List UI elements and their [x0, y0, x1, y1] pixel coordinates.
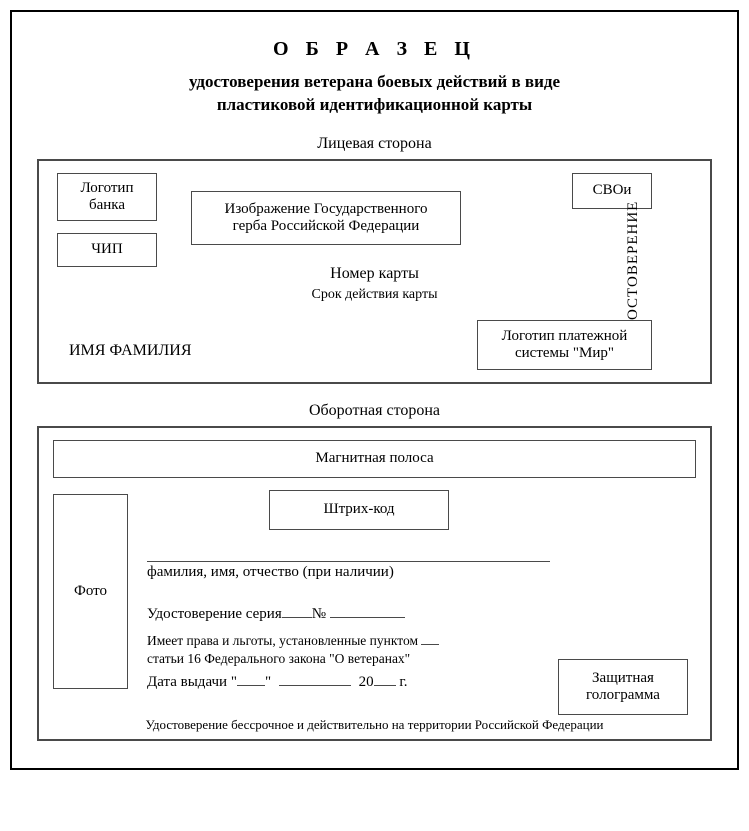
series-num: № [312, 606, 326, 622]
hologram-line2: голограмма [586, 687, 660, 703]
series-blank-1 [282, 617, 312, 618]
fio-line: фамилия, имя, отчество (при наличии) [147, 561, 550, 581]
date-blank-year [374, 685, 396, 686]
magstripe-box: Магнитная полоса [53, 440, 696, 478]
back-side-label: Оборотная сторона [37, 402, 712, 420]
date-mid: " [265, 674, 275, 690]
mir-line2: системы "Мир" [515, 345, 614, 361]
mir-line1: Логотип платежной [502, 328, 628, 344]
chip-box: ЧИП [57, 233, 157, 267]
card-expiry: Срок действия карты [312, 287, 438, 303]
front-side-label: Лицевая сторона [37, 135, 712, 153]
date-prefix: Дата выдачи " [147, 674, 237, 690]
fio-text: фамилия, имя, отчество (при наличии) [147, 564, 394, 580]
magstripe-text: Магнитная полоса [315, 450, 433, 467]
title-sub-line2: пластиковой идентификационной карты [217, 95, 532, 114]
emblem-line2: герба Российской Федерации [233, 218, 420, 234]
hologram-line1: Защитная [592, 670, 654, 686]
rights-line1: Имеет права и льготы, установленные пунк… [147, 633, 421, 648]
bank-logo-text: Логотип банка [66, 180, 148, 214]
mir-logo-box: Логотип платежной системы "Мир" [477, 320, 652, 370]
date-year-prefix: 20 [355, 674, 374, 690]
name-holder: ИМЯ ФАМИЛИЯ [69, 342, 192, 360]
series-line: Удостоверение серия № [147, 606, 405, 623]
date-suffix: г. [396, 674, 408, 690]
card-front: Логотип банка ЧИП Изображение Государств… [37, 159, 712, 384]
photo-box: Фото [53, 494, 128, 689]
rights-line2: статьи 16 Федерального закона "О ветеран… [147, 651, 410, 666]
emblem-line1: Изображение Государственного [225, 201, 428, 217]
rights-blank [421, 644, 439, 645]
svoi-text: СВОи [593, 182, 632, 199]
card-number: Номер карты [330, 265, 419, 283]
barcode-text: Штрих-код [323, 501, 394, 518]
title-main: О Б Р А З Е Ц [37, 38, 712, 61]
hologram-box: Защитная голограмма [558, 659, 688, 715]
rights-text: Имеет права и льготы, установленные пунк… [147, 632, 439, 668]
card-back: Магнитная полоса Фото Штрих-код фамилия,… [37, 426, 712, 741]
emblem-box: Изображение Государственного герба Росси… [191, 191, 461, 245]
barcode-box: Штрих-код [269, 490, 449, 530]
date-blank-day [237, 685, 265, 686]
series-prefix: Удостоверение серия [147, 606, 282, 622]
title-sub-line1: удостоверения ветерана боевых действий в… [189, 72, 560, 91]
photo-text: Фото [74, 583, 107, 600]
chip-text: ЧИП [91, 241, 122, 258]
bank-logo-box: Логотип банка [57, 173, 157, 221]
page-frame: О Б Р А З Е Ц удостоверения ветерана бое… [10, 10, 739, 770]
title-sub: удостоверения ветерана боевых действий в… [37, 71, 712, 117]
footer-note: Удостоверение бессрочное и действительно… [39, 717, 710, 733]
date-blank-month [279, 685, 351, 686]
date-line: Дата выдачи " " 20 г. [147, 674, 408, 691]
series-blank-2 [330, 617, 405, 618]
